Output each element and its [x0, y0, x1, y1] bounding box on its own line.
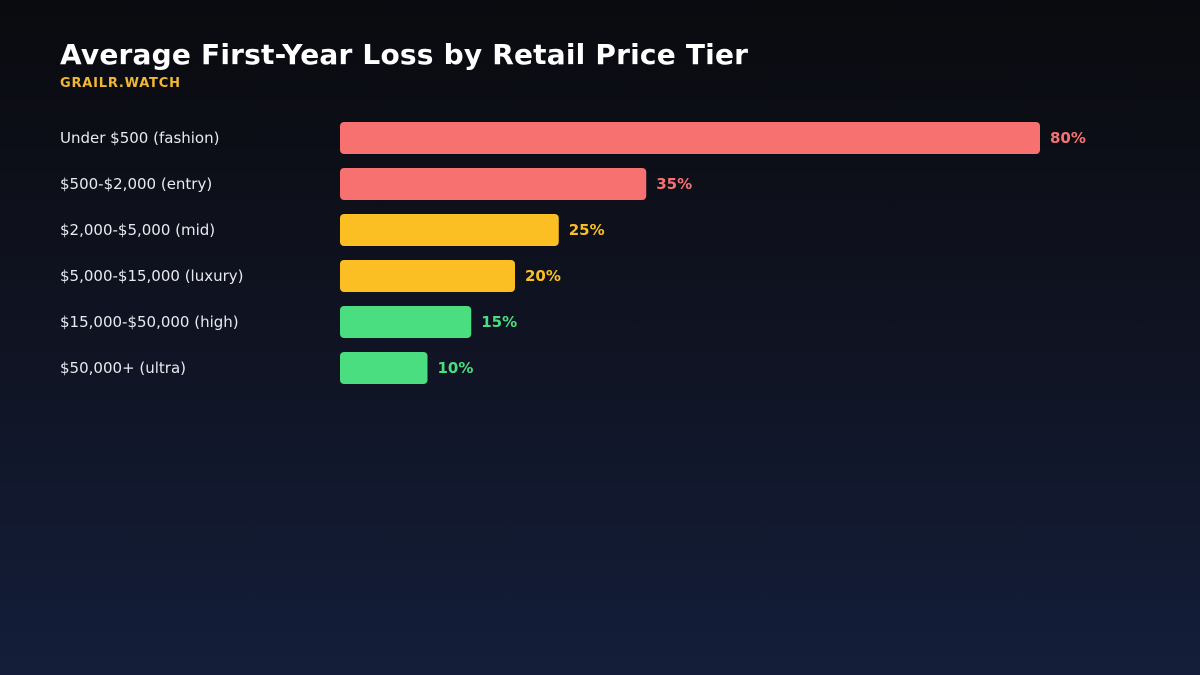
value-label: 15% [481, 313, 517, 331]
category-label: $50,000+ (ultra) [60, 359, 186, 377]
bar [340, 260, 515, 292]
category-label: $500-$2,000 (entry) [60, 175, 212, 193]
bar [340, 306, 472, 338]
bar-row: Under $500 (fashion) 80% [60, 122, 1086, 154]
value-label: 80% [1050, 129, 1086, 147]
value-label: 20% [525, 267, 561, 285]
value-label: 35% [656, 175, 692, 193]
bar [340, 122, 1040, 154]
bar-row: $5,000-$15,000 (luxury) 20% [60, 260, 561, 292]
chart-title: Average First-Year Loss by Retail Price … [60, 38, 749, 71]
chart-source-brand: GRAILR.WATCH [60, 76, 181, 91]
value-label: 10% [438, 359, 474, 377]
bar [340, 214, 559, 246]
category-label: $2,000-$5,000 (mid) [60, 221, 215, 239]
category-label: Under $500 (fashion) [60, 129, 219, 147]
bar-row: $50,000+ (ultra) 10% [60, 352, 473, 384]
bar [340, 352, 428, 384]
bar [340, 168, 647, 200]
value-label: 25% [569, 221, 605, 239]
bar-row: $500-$2,000 (entry) 35% [60, 168, 692, 200]
bar-row: $2,000-$5,000 (mid) 25% [60, 214, 605, 246]
category-label: $5,000-$15,000 (luxury) [60, 267, 244, 285]
category-label: $15,000-$50,000 (high) [60, 313, 239, 331]
bar-row: $15,000-$50,000 (high) 15% [60, 306, 517, 338]
